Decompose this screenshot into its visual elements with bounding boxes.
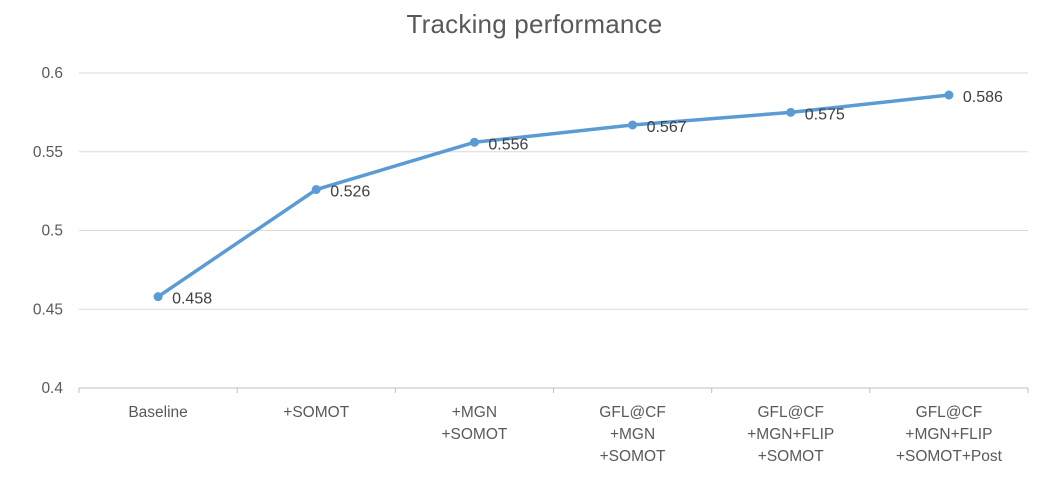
x-axis-category-label: +MGN +SOMOT [441, 404, 507, 443]
data-label: 0.575 [805, 106, 845, 123]
data-point-marker [311, 185, 321, 195]
data-label: 0.458 [172, 291, 212, 308]
x-axis-category-label: GFL@CF +MGN+FLIP +SOMOT+Post [896, 404, 1003, 465]
data-label: 0.567 [647, 119, 687, 136]
y-axis-tick-label: 0.6 [41, 65, 63, 82]
y-axis-tick-label: 0.55 [33, 144, 63, 161]
data-label: 0.556 [488, 136, 528, 153]
data-point-marker [944, 90, 954, 100]
x-axis-category-label: Baseline [128, 404, 187, 421]
data-label: 0.526 [330, 184, 370, 201]
data-point-marker [628, 120, 638, 130]
data-point-marker [786, 107, 796, 117]
x-axis-category-label: GFL@CF +MGN+FLIP +SOMOT [747, 404, 834, 465]
data-label: 0.586 [963, 89, 1003, 106]
series-line [156, 93, 951, 299]
data-point-marker [469, 137, 479, 147]
y-axis-tick-label: 0.4 [41, 380, 63, 397]
data-point-marker [153, 292, 163, 302]
chart-title: Tracking performance [406, 9, 663, 39]
x-axis-category-label: GFL@CF +MGN +SOMOT [599, 404, 666, 465]
x-axis-category-label: +SOMOT [283, 404, 349, 421]
y-axis-tick-label: 0.45 [33, 301, 63, 318]
y-axis-tick-label: 0.5 [41, 223, 63, 240]
